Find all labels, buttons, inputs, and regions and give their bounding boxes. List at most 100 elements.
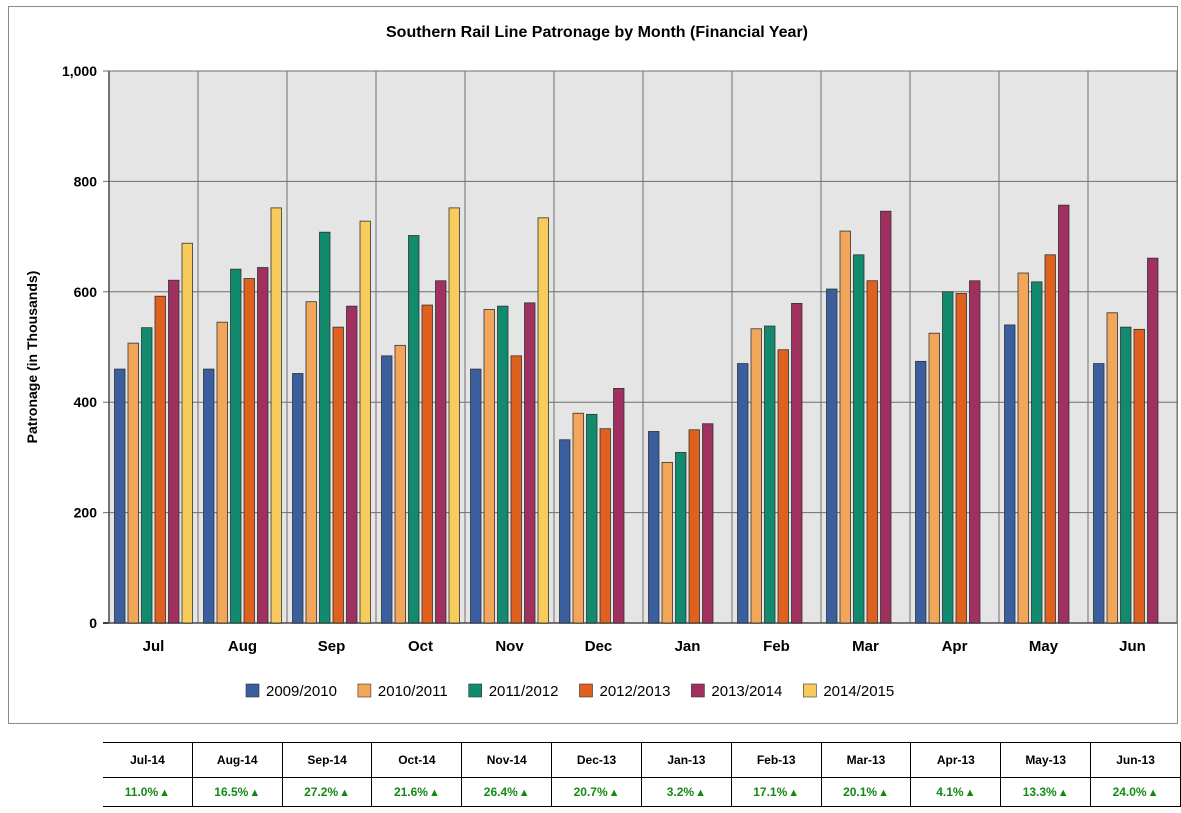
triangle-up-icon: ▲ (159, 787, 171, 799)
change-cell: 27.2%▲ (281, 777, 373, 807)
triangle-up-icon: ▲ (339, 787, 351, 799)
summary-change-row: 11.0%▲ 16.5%▲ 27.2%▲ 21.6%▲ 26.4%▲ 20.7%▲ 3.2%… (103, 777, 1181, 807)
x-tick-label: May (1029, 638, 1059, 655)
change-value: 13.3% (1022, 785, 1057, 799)
bar-2013-2014-apr (969, 280, 981, 624)
month-cell: Jul-14 (103, 742, 193, 778)
bar-2009-2010-nov (470, 368, 482, 624)
month-cell: May-13 (1000, 742, 1092, 778)
legend-swatch (468, 683, 483, 698)
bar-2013-2014-mar (880, 210, 892, 624)
change-cell: 20.1%▲ (820, 777, 912, 807)
bar-2013-2014-jan (702, 423, 714, 624)
x-tick-label: Oct (408, 638, 433, 655)
x-tick-label: Nov (495, 638, 524, 655)
change-cell: 20.7%▲ (551, 777, 642, 807)
month-cell: Oct-14 (371, 742, 463, 778)
bar-2012-2013-nov (510, 355, 522, 624)
triangle-up-icon: ▲ (428, 787, 440, 799)
y-tick-label: 600 (74, 284, 98, 300)
bar-2013-2014-jun (1147, 257, 1159, 624)
bar-2010-2011-nov (483, 309, 495, 624)
bar-2010-2011-dec (572, 412, 584, 624)
bar-2012-2013-feb (777, 349, 789, 624)
bar-2009-2010-sep (292, 373, 304, 624)
triangle-up-icon: ▲ (788, 787, 800, 799)
triangle-up-icon: ▲ (1057, 787, 1069, 799)
bar-2012-2013-jun (1133, 328, 1145, 624)
bar-2009-2010-may (1004, 324, 1016, 624)
month-cell: Sep-14 (281, 742, 373, 778)
bar-2012-2013-jul (154, 295, 166, 624)
month-cell: Nov-14 (461, 742, 553, 778)
change-value: 3.2% (666, 785, 695, 799)
bar-2014-2015-nov (537, 217, 549, 624)
bar-2009-2010-aug (203, 368, 215, 624)
bar-2010-2011-oct (394, 344, 406, 624)
x-tick-label: Dec (585, 638, 613, 655)
y-axis-label: Patronage (in Thousands) (24, 271, 40, 444)
change-cell: 13.3%▲ (1000, 777, 1092, 807)
change-cell: 21.6%▲ (371, 777, 463, 807)
plot-area: 0 200 400 600 800 1,000 Jul Aug Sep Oct Nov Dec Jan F… (62, 63, 1178, 655)
legend-label: 2012/2013 (600, 683, 671, 700)
bar-2009-2010-jul (114, 368, 126, 624)
month-cell: Apr-13 (910, 742, 1002, 778)
bar-2013-2014-aug (257, 267, 269, 624)
bar-2010-2011-sep (305, 301, 317, 624)
x-tick-label: Mar (852, 638, 879, 655)
legend-swatch (357, 683, 372, 698)
bar-2012-2013-aug (243, 278, 255, 624)
month-cell: Jun-13 (1090, 742, 1181, 778)
y-tick-label: 400 (74, 394, 98, 410)
bar-2011-2012-jan (675, 452, 687, 624)
bar-2014-2015-aug (270, 207, 282, 624)
bar-2009-2010-apr (915, 360, 927, 624)
bar-2013-2014-may (1058, 204, 1070, 624)
x-tick-label: Aug (228, 638, 257, 655)
bar-2012-2013-jan (688, 429, 700, 624)
bar-2012-2013-dec (599, 428, 611, 624)
bar-2011-2012-aug (230, 268, 242, 624)
triangle-up-icon: ▲ (518, 787, 530, 799)
bar-2012-2013-sep (332, 326, 344, 624)
chart-svg: Southern Rail Line Patronage by Month (F… (24, 24, 1178, 700)
bar-2013-2014-nov (524, 302, 536, 624)
triangle-up-icon: ▲ (964, 787, 976, 799)
change-value: 27.2% (304, 785, 339, 799)
summary-table: Jul-14 Aug-14 Sep-14 Oct-14 Nov-14 Dec-13 Jan-… (103, 742, 1181, 807)
bar-2012-2013-apr (955, 293, 967, 624)
bar-2011-2012-jul (141, 327, 153, 624)
month-cell: Dec-13 (551, 742, 642, 778)
legend-label: 2010/2011 (378, 683, 448, 700)
bar-2011-2012-oct (408, 235, 420, 624)
legend-label: 2013/2014 (711, 683, 782, 700)
chart-title: Southern Rail Line Patronage by Month (F… (386, 24, 808, 41)
bar-2011-2012-jun (1120, 326, 1132, 624)
change-cell: 24.0%▲ (1090, 777, 1181, 807)
bar-2010-2011-may (1017, 272, 1029, 624)
y-tick-label: 200 (74, 505, 98, 521)
summary-month-row: Jul-14 Aug-14 Sep-14 Oct-14 Nov-14 Dec-13 Jan-… (103, 742, 1181, 778)
change-cell: 26.4%▲ (461, 777, 553, 807)
change-value: 20.7% (573, 785, 608, 799)
bar-2010-2011-aug (216, 321, 228, 624)
bar-2011-2012-nov (497, 305, 509, 624)
bar-2010-2011-jan (661, 461, 673, 624)
bar-2009-2010-mar (826, 288, 838, 624)
change-cell: 3.2%▲ (640, 777, 732, 807)
change-value: 26.4% (483, 785, 518, 799)
bar-2009-2010-jan (648, 431, 660, 624)
month-cell: Mar-13 (820, 742, 912, 778)
change-value: 24.0% (1112, 785, 1147, 799)
bar-2009-2010-dec (559, 439, 571, 624)
bar-2012-2013-mar (866, 280, 878, 624)
bar-2011-2012-apr (942, 291, 954, 624)
x-tick-label: Jan (675, 638, 701, 655)
bar-2011-2012-sep (319, 231, 331, 624)
bar-2011-2012-feb (764, 325, 776, 624)
legend-label: 2011/2012 (489, 683, 559, 700)
y-tick-label: 1,000 (62, 63, 97, 79)
legend: 2009/2010 2010/2011 2011/2012 2012/2013 2013… (245, 683, 894, 700)
bar-2013-2014-jul (168, 279, 180, 624)
